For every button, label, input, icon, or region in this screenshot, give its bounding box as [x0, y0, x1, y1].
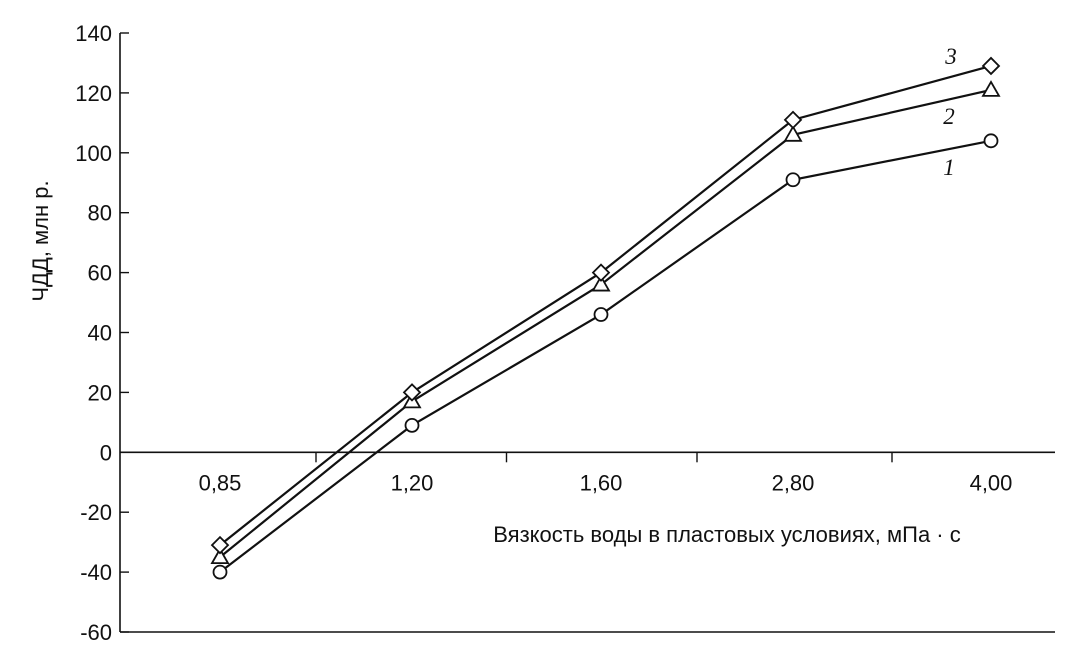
series-3: 3 — [210, 44, 1001, 555]
y-tick-label: 140 — [75, 21, 112, 46]
data-point-triangle — [591, 274, 611, 292]
y-tick-label: -40 — [80, 560, 112, 585]
x-tick-label: 0,85 — [199, 470, 242, 495]
data-point-diamond — [783, 110, 803, 130]
data-point-circle — [785, 172, 801, 188]
x-axis-title: Вязкость воды в пластовых условиях, мПа … — [493, 522, 961, 547]
y-tick-label: -60 — [80, 620, 112, 645]
y-ticks: 140 120 100 80 60 40 20 0 -20 -40 -60 — [75, 21, 129, 645]
data-point-diamond — [981, 56, 1001, 76]
data-point-circle — [404, 417, 420, 433]
x-ticks: 0,85 1,20 1,60 2,80 4,00 — [199, 452, 1013, 495]
y-tick-label: 100 — [75, 141, 112, 166]
x-tick-label: 4,00 — [970, 470, 1013, 495]
series-1: 1 — [212, 133, 999, 580]
data-point-diamond — [210, 535, 230, 555]
series-group: 1 2 3 — [210, 44, 1001, 580]
y-tick-label: 80 — [88, 201, 112, 226]
y-axis-title: ЧДД, млн р. — [28, 180, 53, 301]
y-tick-label: 0 — [100, 440, 112, 465]
y-tick-label: 40 — [88, 321, 112, 346]
series-1-label: 1 — [943, 155, 955, 180]
data-point-diamond — [402, 383, 422, 402]
series-1-line — [219, 139, 992, 573]
data-point-circle — [212, 564, 228, 580]
y-tick-label: -20 — [80, 500, 112, 525]
data-point-triangle — [210, 547, 230, 565]
series-3-label: 3 — [944, 44, 957, 69]
x-tick-label: 2,80 — [772, 470, 815, 495]
y-tick-label: 120 — [75, 81, 112, 106]
x-tick-label: 1,20 — [391, 470, 434, 495]
series-2-label: 2 — [943, 104, 955, 129]
data-point-triangle — [783, 125, 803, 142]
data-point-diamond — [591, 263, 611, 282]
data-point-circle — [983, 133, 999, 149]
data-point-triangle — [981, 80, 1001, 97]
data-point-circle — [593, 307, 609, 322]
series-2: 2 — [210, 80, 1001, 565]
x-tick-label: 1,60 — [580, 470, 623, 495]
y-tick-label: 60 — [88, 261, 112, 286]
y-tick-label: 20 — [88, 380, 112, 405]
